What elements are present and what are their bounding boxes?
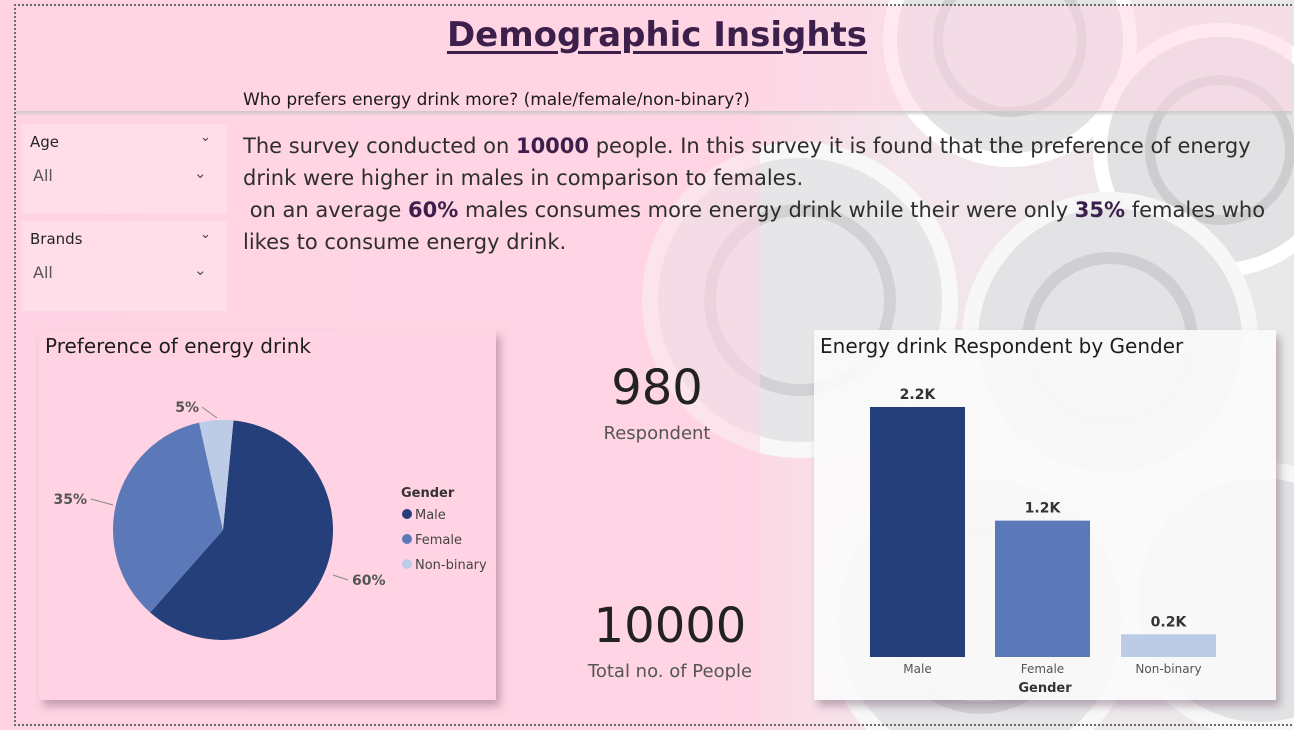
pie-data-label-non-binary: 5%: [175, 400, 199, 416]
frame-border-bottom: [14, 724, 1292, 726]
bar-non-binary[interactable]: [1121, 634, 1216, 657]
x-axis-title: Gender: [1018, 681, 1072, 696]
brands-slicer-label: Brands: [30, 230, 83, 248]
pie-slice-non-binary[interactable]: [199, 420, 234, 530]
pie-chart-card[interactable]: Preference of energy drink Gender 60% 35%…: [39, 330, 496, 700]
x-tick-label-male: Male: [903, 662, 931, 676]
page-subtitle: Who prefers energy drink more? (male/fem…: [243, 90, 750, 110]
brands-slicer-value[interactable]: All: [33, 263, 53, 282]
legend-item-female[interactable]: Female: [415, 533, 462, 548]
pie-data-label-male: 60%: [352, 573, 386, 589]
respondent-count: 980: [611, 360, 703, 416]
pie-data-label-female: 35%: [53, 492, 87, 508]
pie-slice-male[interactable]: [150, 420, 333, 640]
pie-leader-line: [90, 498, 114, 506]
collapse-chevron-icon[interactable]: ⌄: [200, 227, 211, 242]
pie-chart-title: Preference of energy drink: [45, 334, 311, 358]
legend-title: Gender: [401, 486, 455, 501]
total-people-count: 10000: [593, 598, 747, 654]
chevron-down-icon[interactable]: ⌄: [194, 261, 207, 279]
x-tick-label-non-binary: Non-binary: [1135, 662, 1201, 676]
header-divider: [16, 111, 1292, 116]
chevron-down-icon[interactable]: ⌄: [194, 164, 207, 182]
legend-marker-female: [402, 534, 412, 544]
header-band: [16, 6, 1292, 112]
legend-item-non-binary[interactable]: Non-binary: [415, 558, 487, 573]
bar-chart-card[interactable]: Energy drink Respondent by Gender Gender…: [814, 330, 1276, 700]
bar-female[interactable]: [995, 520, 1090, 657]
survey-narrative: The survey conducted on 10000 people. In…: [243, 130, 1283, 258]
age-slicer-value[interactable]: All: [33, 166, 53, 185]
legend-item-male[interactable]: Male: [415, 508, 446, 523]
frame-border-top: [14, 4, 1292, 6]
bar-chart-title: Energy drink Respondent by Gender: [820, 334, 1184, 358]
page-title: Demographic Insights: [446, 15, 868, 55]
bar-chart[interactable]: Gender 2.2K Male 1.2K Female 0.2K Non-binary: [814, 330, 1276, 700]
legend-marker-male: [402, 509, 412, 519]
pie-leader-line: [201, 406, 218, 419]
pie-chart[interactable]: Gender 60% 35% 5% Male Female Non-binary: [39, 330, 496, 700]
age-slicer[interactable]: Age ⌄ All ⌄: [22, 124, 227, 214]
narrative-paragraph-1: The survey conducted on 10000 people. In…: [243, 134, 1251, 190]
legend-marker-non-binary: [402, 559, 412, 569]
bar-male[interactable]: [870, 407, 965, 657]
total-people-label: Total no. of People: [587, 661, 753, 682]
frame-border-left: [14, 4, 16, 726]
bar-data-label-female: 1.2K: [1025, 501, 1062, 517]
age-slicer-label: Age: [30, 133, 60, 151]
respondent-label: Respondent: [603, 423, 711, 444]
collapse-chevron-icon[interactable]: ⌄: [200, 130, 211, 145]
narrative-paragraph-2: on an average 60% males consumes more en…: [243, 198, 1272, 254]
pie-slice-female[interactable]: [113, 422, 223, 613]
brands-slicer[interactable]: Brands ⌄ All ⌄: [22, 221, 227, 311]
bar-data-label-male: 2.2K: [900, 387, 937, 403]
bar-data-label-non-binary: 0.2K: [1151, 614, 1188, 630]
x-tick-label-female: Female: [1021, 662, 1064, 676]
pie-leader-line: [332, 574, 349, 581]
